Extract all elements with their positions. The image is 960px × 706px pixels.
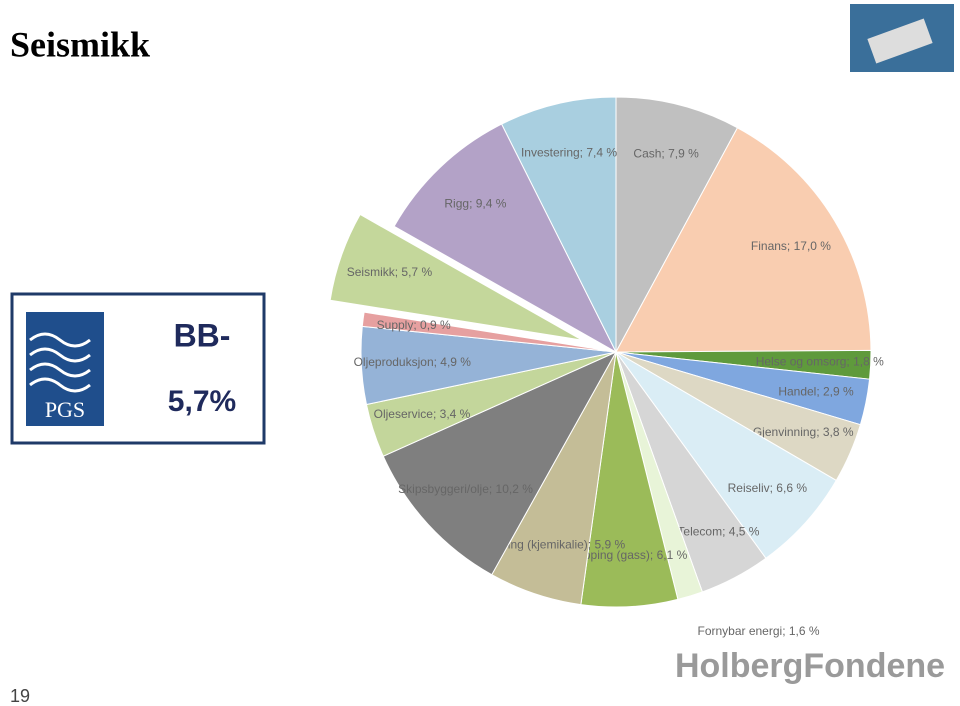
pgs-logo-text: PGS <box>45 397 85 422</box>
slice-label: Shipping (gass); 6,1 % <box>567 548 688 562</box>
slice-label: Cash; 7,9 % <box>633 146 699 160</box>
rating: BB- <box>174 317 231 353</box>
slice-label: Reiseliv; 6,6 % <box>728 481 808 495</box>
slide-title: Seismikk <box>10 24 150 64</box>
slice-label: Seismikk; 5,7 % <box>347 265 433 279</box>
photo-ship <box>867 18 933 64</box>
slice-label: Oljeservice; 3,4 % <box>374 407 471 421</box>
share: 5,7% <box>168 385 236 418</box>
slice-label: Gjenvinning; 3,8 % <box>753 425 854 439</box>
pie-slice <box>393 123 618 354</box>
pie-slice <box>500 96 617 353</box>
pie-slice <box>382 350 618 576</box>
slice-label: Finans; 17,0 % <box>751 239 831 253</box>
slice-label: Shipping (kjemikalie); 5,9 % <box>477 538 625 552</box>
pie-slice <box>615 127 872 353</box>
footer-logo: HolbergFondene <box>675 647 945 685</box>
slice-label: Fornybar energi; 1,6 % <box>697 624 819 638</box>
slice-label: Oljeproduksjon; 4,9 % <box>354 355 472 369</box>
slice-label: Investering; 7,4 % <box>521 146 617 160</box>
pie-slice <box>329 213 583 341</box>
pgs-logo <box>26 312 104 426</box>
page-number: 19 <box>10 686 30 706</box>
slice-label: Helse og omsorg; 1,8 % <box>756 354 884 368</box>
slice-label: Handel; 2,9 % <box>778 384 854 398</box>
pgs-waves <box>29 332 91 393</box>
slice-label: Skipsbyggeri/olje; 10,2 % <box>398 482 533 496</box>
slice-label: Rigg; 9,4 % <box>444 196 506 210</box>
pie-slice <box>361 311 617 353</box>
pie: Cash; 7,9 % Finans; 17,0 % Helse og omsorg… <box>329 96 884 638</box>
pie-slice <box>615 96 739 353</box>
slice-label: IT/Telecom; 4,5 % <box>663 524 759 538</box>
slice-label: Supply; 0,9 % <box>377 318 451 332</box>
